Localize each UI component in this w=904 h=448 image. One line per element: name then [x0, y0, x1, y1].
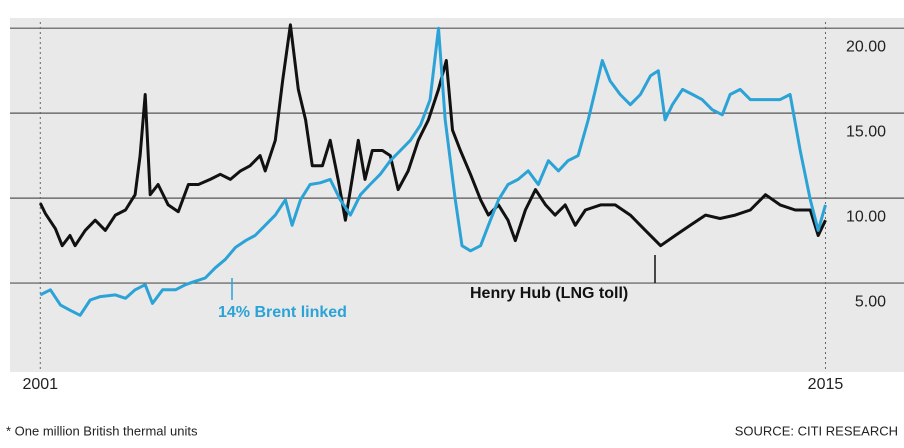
- series-line: [39, 26, 827, 317]
- grid: 5.00 10.00 15.00 20.00 2001 2015: [10, 22, 904, 393]
- plot-background: [10, 18, 904, 372]
- annotation: 14% Brent linked: [218, 304, 347, 321]
- y-tick-label: 15.00: [846, 123, 886, 140]
- annotation: Henry Hub (LNG toll): [470, 285, 628, 302]
- footnote: * One million British thermal units: [6, 423, 198, 438]
- series-line: [38, 23, 827, 248]
- y-tick-label: 10.00: [846, 208, 886, 225]
- lines: [38, 23, 827, 317]
- x-tick-label: 2015: [808, 376, 844, 393]
- source: SOURCE: CITI RESEARCH: [735, 423, 898, 438]
- y-tick-label: 20.00: [846, 38, 886, 55]
- y-tick-label: 5.00: [855, 293, 886, 310]
- x-tick-label: 2001: [22, 376, 58, 393]
